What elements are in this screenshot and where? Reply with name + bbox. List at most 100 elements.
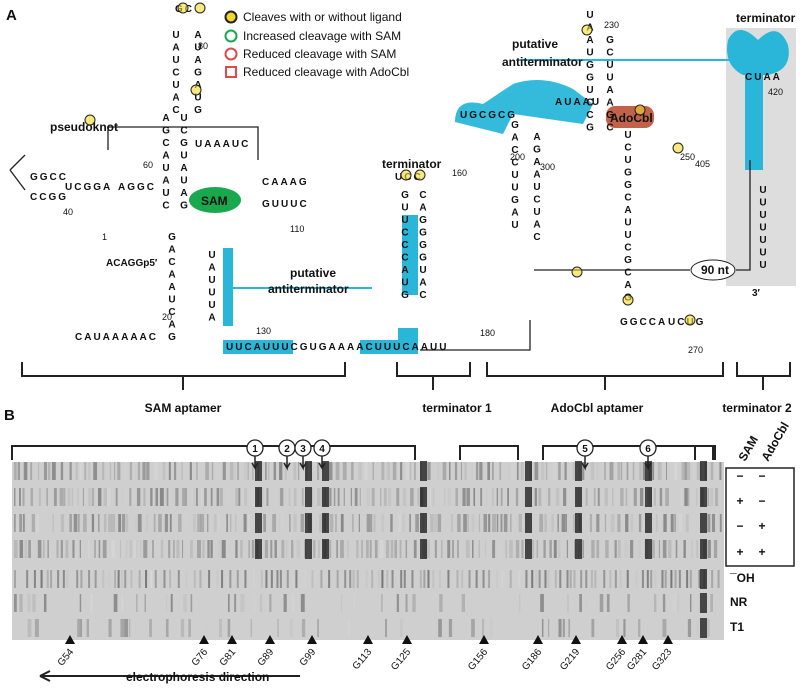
gel-band — [301, 570, 304, 588]
gel-band — [409, 514, 411, 532]
gel-band — [448, 462, 451, 480]
gel-band — [442, 514, 444, 532]
gel-band — [349, 570, 352, 588]
gel-band — [698, 594, 701, 612]
gel — [12, 461, 724, 640]
gel-band — [60, 462, 64, 480]
gel-band — [79, 594, 82, 612]
gel-band — [707, 488, 710, 506]
gel-band-strong — [700, 461, 707, 481]
gel-band — [561, 514, 566, 532]
gel-band — [340, 540, 344, 558]
gel-band — [499, 462, 502, 480]
gel-band — [72, 540, 75, 558]
gel-band — [665, 488, 669, 506]
gel-band — [103, 514, 107, 532]
gel-band — [604, 514, 607, 532]
gel-band — [113, 594, 118, 612]
gel-band — [315, 514, 320, 532]
gel-band — [269, 594, 272, 612]
gel-band-strong — [700, 539, 707, 559]
gel-band — [40, 570, 43, 588]
gel-band — [564, 462, 567, 480]
gel-band — [472, 540, 474, 558]
sequence-strand: UUCAUUUCGUGAAAACUUUCAAUU — [226, 342, 448, 353]
gel-band — [229, 462, 234, 480]
sequence-strand: GACCUUGAU — [510, 120, 521, 233]
gel-band — [432, 488, 435, 506]
gel-band — [419, 570, 422, 588]
gel-band — [430, 514, 434, 532]
gel-band — [572, 514, 576, 532]
gel-band — [371, 570, 374, 588]
gel-band — [281, 540, 285, 558]
gel-band — [447, 488, 452, 506]
gel-band — [111, 514, 116, 532]
gel-band — [84, 462, 87, 480]
gel-band — [447, 540, 451, 558]
gel-band — [439, 594, 443, 612]
gel-band — [51, 462, 56, 480]
gel-band — [509, 570, 512, 588]
gel-band — [175, 488, 179, 506]
gel-band — [707, 540, 711, 558]
gel-band — [125, 540, 128, 558]
gel-band — [596, 462, 599, 480]
gel-band — [113, 462, 116, 480]
gel-band — [719, 514, 722, 532]
gel-band — [229, 570, 232, 588]
gel-band — [259, 594, 263, 612]
gel-band — [136, 540, 138, 558]
gel-band — [632, 462, 635, 480]
gel-band — [77, 488, 79, 506]
gel-band — [586, 514, 590, 532]
gel-band — [43, 540, 45, 558]
gel-band — [562, 619, 565, 637]
gel-band — [293, 488, 297, 506]
gel-band — [328, 540, 332, 558]
gel-band — [696, 462, 700, 480]
gel-band — [270, 570, 273, 588]
gel-band — [434, 540, 437, 558]
condition-sign: + — [758, 545, 765, 559]
site-label: 3 — [300, 444, 306, 455]
sequence-strand: CAGGGGUAC — [418, 190, 429, 303]
gel-band — [635, 570, 638, 588]
gel-band — [196, 462, 198, 480]
gel-band — [604, 462, 606, 480]
gel-band — [455, 488, 459, 506]
gel-band — [633, 488, 637, 506]
gel-band — [118, 514, 122, 532]
gel-band — [460, 462, 463, 480]
gel-band — [313, 540, 316, 558]
gel-band — [548, 619, 550, 637]
gel-band — [386, 570, 389, 588]
gel-band — [217, 514, 220, 532]
gel-band — [506, 462, 511, 480]
gel-band — [154, 462, 159, 480]
gel-band — [549, 540, 552, 558]
gel-band — [410, 488, 414, 506]
gel-band — [678, 570, 681, 588]
nucleotide-number: 405 — [695, 159, 710, 169]
gel-band — [169, 514, 172, 532]
gel-band — [684, 462, 688, 480]
sequence-strand: AUAAU — [555, 97, 601, 108]
gel-band — [160, 540, 164, 558]
gel-band — [169, 570, 172, 588]
gel-band — [554, 570, 557, 588]
gel-band — [108, 619, 112, 637]
gel-band — [129, 540, 133, 558]
gel-band — [19, 594, 23, 612]
gel-band — [654, 570, 657, 588]
gel-band — [71, 488, 74, 506]
gel-band — [63, 488, 66, 506]
legend-label: Reduced cleavage with AdoCbl — [243, 65, 409, 79]
conditions-box — [725, 467, 795, 567]
gel-band — [457, 540, 459, 558]
condition-sign: − — [736, 519, 743, 533]
structure-label: ACAGGp5′ — [106, 258, 158, 269]
gel-band — [646, 570, 649, 588]
gel-band — [399, 540, 402, 558]
gel-band — [173, 462, 177, 480]
